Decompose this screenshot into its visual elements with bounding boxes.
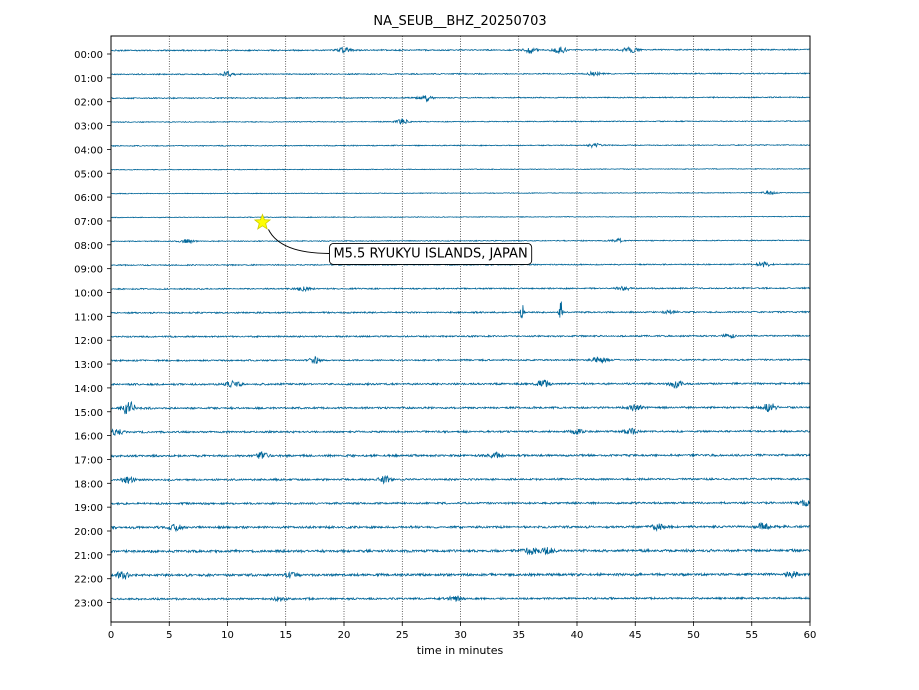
x-axis-label: time in minutes <box>417 644 504 657</box>
y-tick-label: 22:00 <box>74 575 103 586</box>
trace-row <box>110 237 811 245</box>
y-tick-label: 00:00 <box>74 50 103 61</box>
y-tick-label: 02:00 <box>74 98 103 109</box>
event-annotation: M5.5 RYUKYU ISLANDS, JAPAN <box>253 213 533 265</box>
y-tick-label: 16:00 <box>74 432 103 443</box>
trace-row <box>110 142 811 149</box>
trace-row <box>110 595 811 603</box>
y-axis-row-labels: 00:00 01:00 02:00 03:00 04:00 05:00 06:00 07:00… <box>74 50 111 610</box>
trace-row <box>110 379 811 390</box>
x-tick-label: 30 <box>454 630 467 641</box>
y-tick-label: 07:00 <box>74 217 103 228</box>
seismic-traces <box>110 46 811 603</box>
trace-row <box>110 570 811 580</box>
event-label-box <box>329 243 533 265</box>
y-tick-label: 23:00 <box>74 599 103 610</box>
trace-row <box>110 547 811 556</box>
y-tick-label: 21:00 <box>74 551 103 562</box>
trace-row <box>110 301 811 319</box>
y-tick-label: 20:00 <box>74 527 103 538</box>
chart-title: NA_SEUB__BHZ_20250703 <box>373 14 546 29</box>
x-tick-label: 15 <box>279 630 292 641</box>
trace-row <box>110 167 811 171</box>
vertical-gridlines <box>168 36 753 622</box>
y-tick-label: 04:00 <box>74 145 103 156</box>
x-tick-label: 40 <box>571 630 584 641</box>
trace-row <box>110 46 811 54</box>
y-tick-label: 19:00 <box>74 503 103 514</box>
trace-row <box>110 70 811 78</box>
x-tick-label: 25 <box>396 630 409 641</box>
x-tick-label: 5 <box>166 630 172 641</box>
y-tick-label: 05:00 <box>74 169 103 180</box>
trace-row <box>110 451 811 459</box>
x-tick-label: 0 <box>108 630 114 641</box>
event-label: M5.5 RYUKYU ISLANDS, JAPAN <box>333 246 527 261</box>
y-tick-label: 06:00 <box>74 193 103 204</box>
trace-row <box>110 498 811 507</box>
y-tick-label: 01:00 <box>74 74 103 85</box>
trace-row <box>110 215 811 219</box>
x-tick-label: 10 <box>221 630 234 641</box>
trace-row <box>110 427 811 436</box>
star-icon <box>253 213 272 230</box>
y-tick-label: 10:00 <box>74 289 103 300</box>
y-tick-label: 08:00 <box>74 241 103 252</box>
y-tick-label: 11:00 <box>74 312 103 323</box>
trace-row <box>110 333 811 339</box>
trace-row <box>110 190 811 196</box>
y-tick-label: 18:00 <box>74 479 103 490</box>
y-tick-label: 12:00 <box>74 336 103 347</box>
x-tick-label: 45 <box>629 630 642 641</box>
trace-row <box>110 355 811 364</box>
y-tick-label: 09:00 <box>74 265 103 276</box>
trace-row <box>110 285 811 293</box>
trace-row <box>110 521 811 533</box>
y-tick-label: 17:00 <box>74 455 103 466</box>
x-tick-label: 55 <box>745 630 758 641</box>
trace-row <box>110 118 811 125</box>
x-tick-label: 20 <box>338 630 351 641</box>
y-tick-label: 14:00 <box>74 384 103 395</box>
event-arrow <box>268 229 330 254</box>
trace-row <box>110 474 811 485</box>
trace-row <box>110 400 811 415</box>
x-tick-label: 60 <box>804 630 817 641</box>
trace-row <box>110 94 811 103</box>
y-tick-label: 15:00 <box>74 408 103 419</box>
y-tick-label: 13:00 <box>74 360 103 371</box>
x-axis-ticks: 0 5 10 15 20 25 30 35 40 45 50 55 60 <box>108 622 817 641</box>
x-tick-label: 35 <box>512 630 525 641</box>
x-tick-label: 50 <box>687 630 700 641</box>
y-tick-label: 03:00 <box>74 122 103 133</box>
